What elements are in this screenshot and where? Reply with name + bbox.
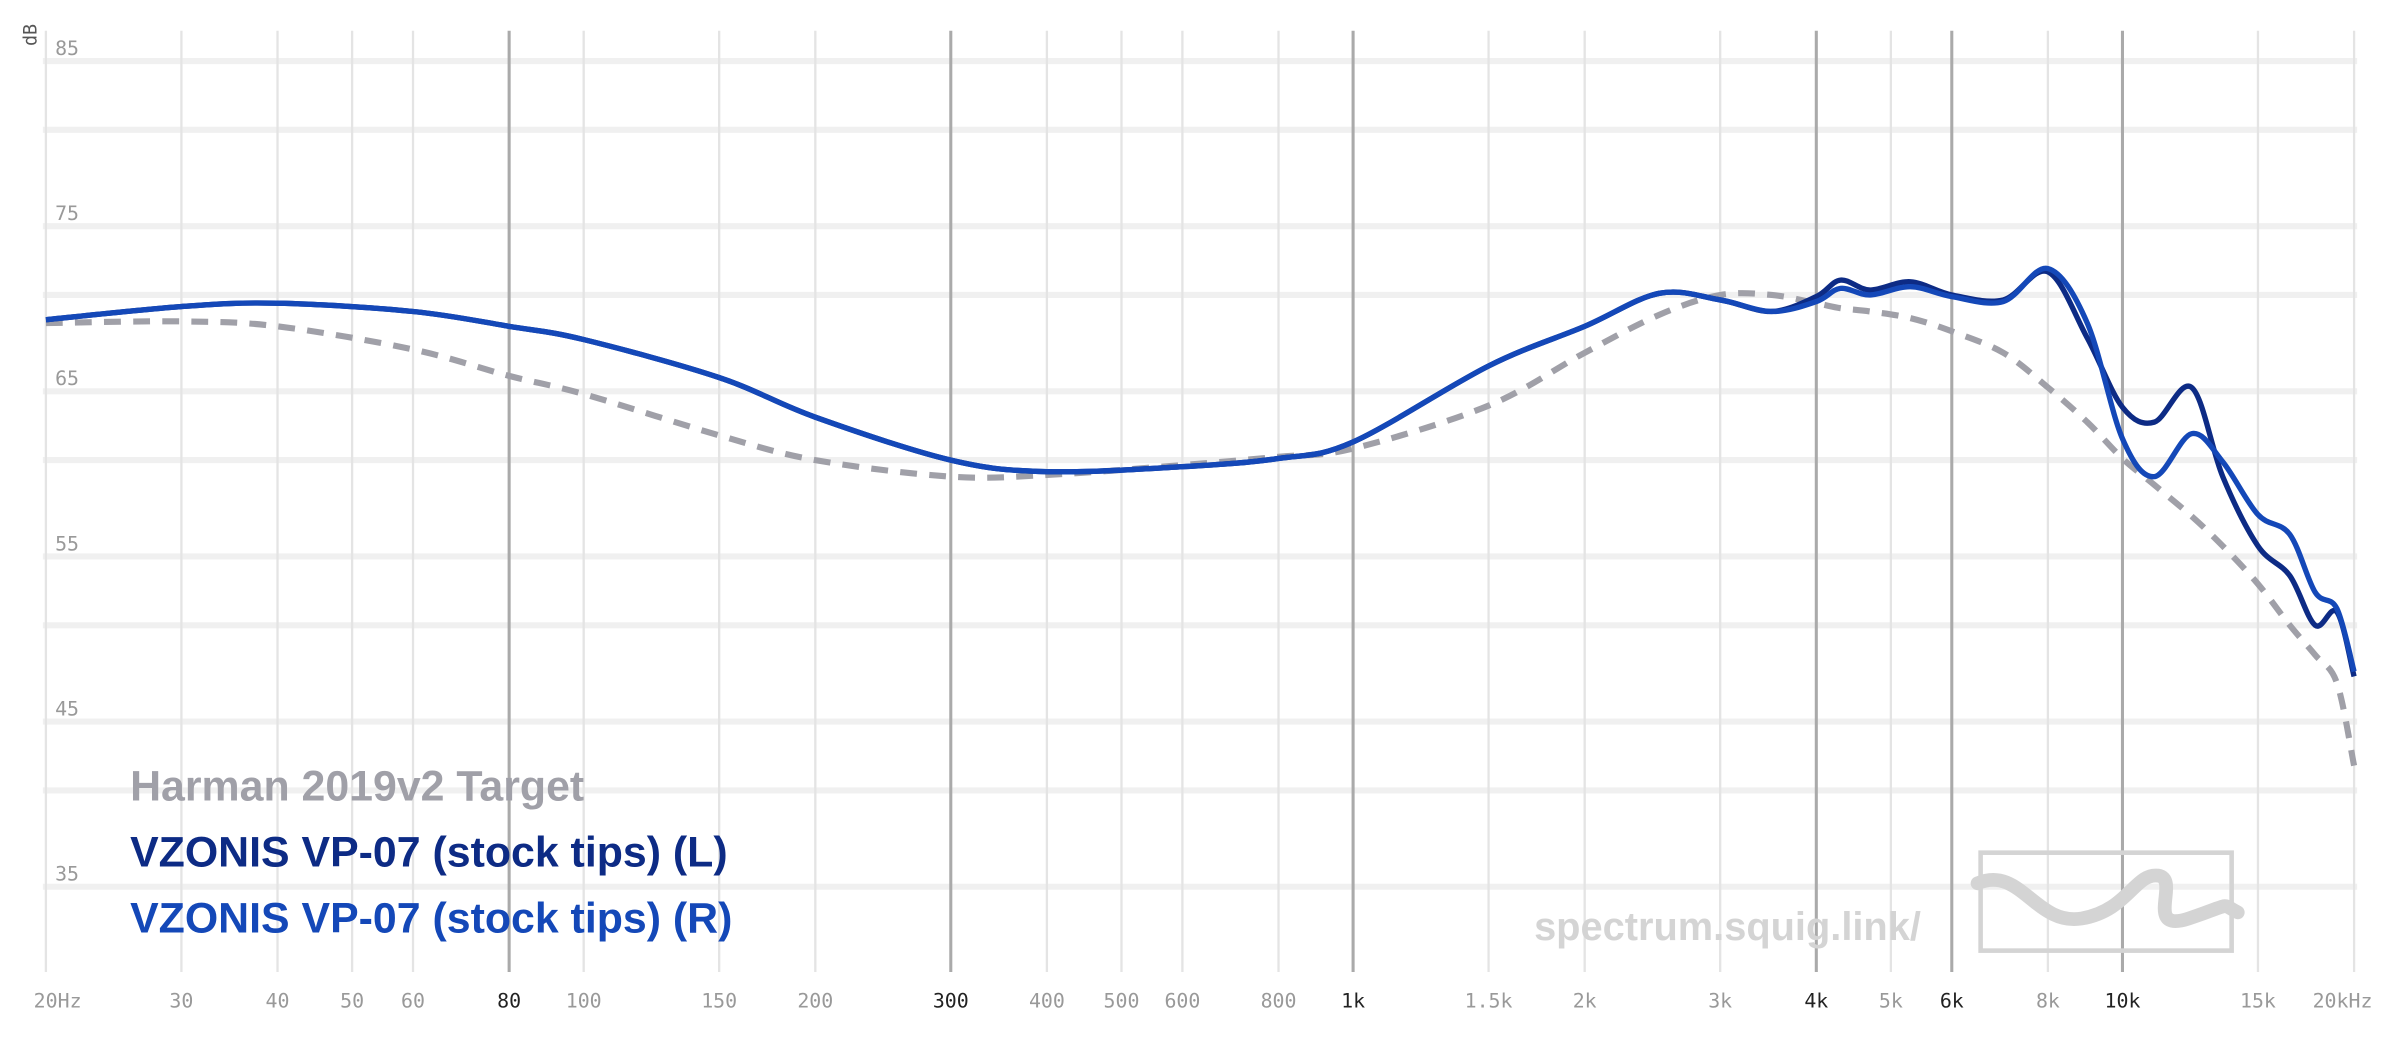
legend-entry: Harman 2019v2 Target: [130, 763, 584, 811]
x-tick-label: 4k: [1804, 989, 1828, 1012]
y-tick-label: 45: [55, 697, 79, 720]
watermark: spectrum.squig.link/: [1534, 850, 2245, 953]
y-tick-label: 85: [55, 37, 79, 60]
x-tick-label: 800: [1261, 989, 1297, 1012]
series-line: [45, 268, 2357, 678]
x-tick-label: 10k: [2105, 989, 2141, 1012]
x-tick-label: 150: [701, 989, 737, 1012]
logo-frame: [1978, 850, 2234, 953]
legend: Harman 2019v2 Target VZONIS VP-07 (stock …: [130, 763, 732, 943]
x-tick-label: 30: [169, 989, 193, 1012]
y-tick-label: 35: [55, 863, 79, 886]
watermark-text: spectrum.squig.link/: [1534, 905, 1921, 949]
x-tick-label: 1.5k: [1465, 989, 1513, 1012]
x-tick-label: 500: [1104, 989, 1140, 1012]
x-tick-label: 80: [497, 989, 521, 1012]
x-tick-label: 400: [1029, 989, 1065, 1012]
y-tick-label: 75: [55, 202, 79, 225]
x-tick-label: 40: [266, 989, 290, 1012]
x-tick-label: 60: [401, 989, 425, 1012]
x-tick-label: 50: [340, 989, 364, 1012]
x-tick-label: 15k: [2240, 989, 2276, 1012]
x-tick-label: 2k: [1573, 989, 1597, 1012]
legend-entry: VZONIS VP-07 (stock tips) (L): [130, 828, 728, 876]
x-tick-label: 200: [797, 989, 833, 1012]
x-tick-label: 20kHz: [2313, 989, 2373, 1012]
x-tick-label: 3k: [1708, 989, 1732, 1012]
x-tick-label: 300: [933, 989, 969, 1012]
x-tick-label: 8k: [2036, 989, 2060, 1012]
logo-squiggle: [1970, 868, 2245, 928]
y-tick-label: 55: [55, 532, 79, 555]
x-tick-label: 20Hz: [34, 989, 82, 1012]
x-tick-label: 6k: [1940, 989, 1964, 1012]
x-tick-label: 100: [566, 989, 602, 1012]
series-line: [45, 265, 2357, 673]
series-line: [45, 290, 2358, 767]
x-tick-label: 1k: [1341, 989, 1365, 1012]
legend-entry: VZONIS VP-07 (stock tips) (R): [130, 894, 732, 942]
x-tick-label: 600: [1164, 989, 1200, 1012]
y-axis-label: dB: [21, 24, 42, 46]
grid: 35 45 55 65 75 85 20Hz 30 40 50 60 80 100 150 200 300 40…: [34, 30, 2373, 1012]
lines: [45, 265, 2358, 767]
x-tick-label: 5k: [1879, 989, 1903, 1012]
y-tick-label: 65: [55, 367, 79, 390]
